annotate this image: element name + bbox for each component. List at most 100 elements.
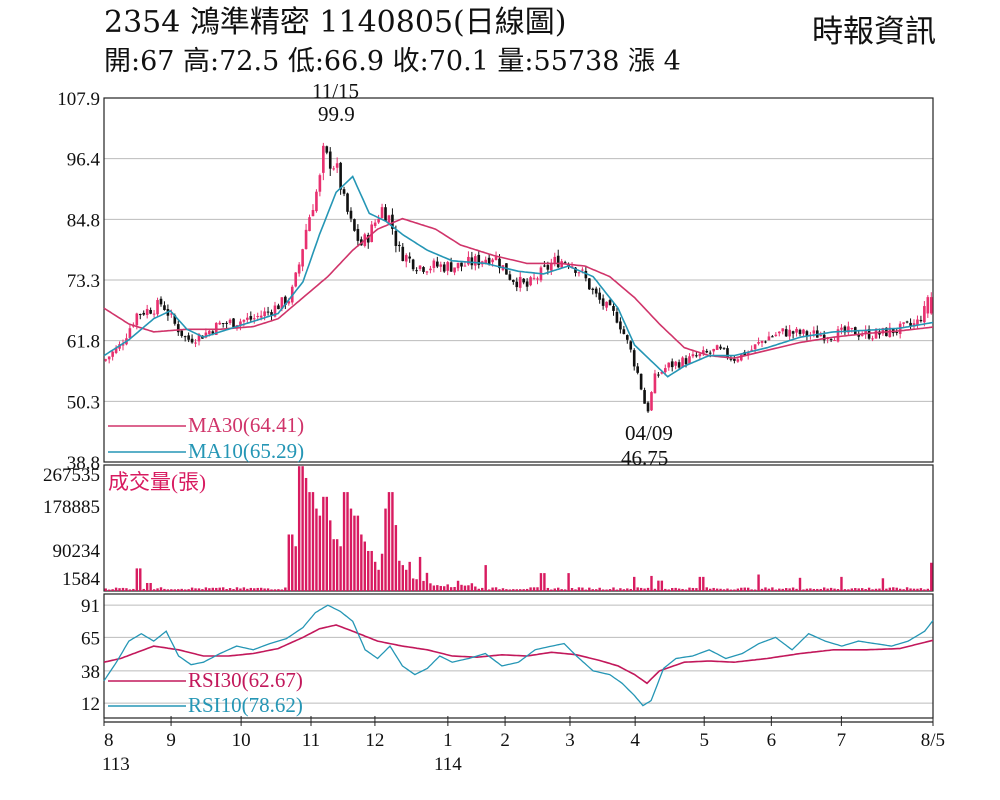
volume-bar	[577, 587, 581, 591]
x-tick-label: 6	[767, 730, 777, 751]
candle-body	[173, 315, 177, 324]
volume-bar	[373, 561, 377, 591]
candle-body	[833, 340, 836, 342]
candle-body	[197, 334, 201, 342]
candle-body	[515, 281, 519, 288]
volume-bar	[525, 588, 529, 591]
candle-body	[349, 210, 353, 219]
candle-body	[705, 350, 709, 353]
volume-tick-label: 178885	[43, 497, 100, 518]
candle-body	[332, 168, 336, 170]
candle-body	[791, 331, 795, 334]
candle-body	[311, 210, 315, 217]
candle-body	[353, 219, 356, 231]
candle-body	[221, 323, 225, 325]
candle-body	[170, 313, 173, 315]
x-tick-sublabel: 113	[102, 754, 130, 775]
candle-body	[508, 274, 512, 280]
candle-body	[591, 288, 595, 290]
candle-body	[187, 335, 190, 340]
volume-bar	[612, 587, 615, 591]
x-tick-label: 3	[565, 730, 575, 751]
volume-bar	[816, 588, 819, 591]
volume-bar	[850, 588, 854, 591]
candle-body	[556, 255, 560, 268]
volume-bar	[405, 569, 408, 591]
volume-bar	[183, 589, 187, 591]
candle-body	[729, 358, 733, 360]
candle-body	[919, 319, 923, 322]
volume-bar	[118, 588, 121, 591]
volume-bar	[874, 588, 878, 591]
volume-bar	[771, 587, 774, 591]
candle-body	[805, 331, 809, 337]
volume-bar	[532, 587, 536, 591]
candle-body	[342, 189, 346, 194]
candle-body	[156, 300, 159, 315]
candle-body	[850, 327, 854, 329]
volume-bar	[318, 515, 322, 591]
volume-bar	[284, 587, 287, 591]
x-tick-label: 5	[699, 730, 709, 751]
volume-bar	[660, 580, 664, 591]
price-tick-label: 50.3	[67, 392, 100, 413]
volume-bar	[588, 587, 591, 591]
volume-bar	[149, 582, 152, 591]
volume-bar	[643, 588, 646, 591]
candle-body	[733, 358, 736, 361]
candle-body	[408, 256, 412, 259]
candle-body	[726, 348, 729, 358]
candle-body	[301, 249, 304, 267]
candle-body	[474, 256, 477, 266]
volume-bar	[301, 466, 304, 591]
price-tick-label: 107.9	[57, 89, 100, 110]
candle-body	[391, 214, 394, 229]
volume-bar	[446, 584, 449, 591]
candle-body	[753, 344, 757, 350]
x-tick-label: 8	[104, 730, 114, 751]
volume-bar	[508, 589, 512, 591]
volume-bar	[671, 588, 674, 591]
volume-bar	[819, 588, 822, 591]
volume-bar	[277, 589, 280, 591]
candle-body	[398, 244, 401, 247]
price-tick-label: 61.8	[67, 332, 100, 353]
volume-bar	[923, 589, 926, 591]
candle-body	[926, 297, 930, 314]
candle-body	[601, 298, 605, 306]
panel-border	[103, 464, 934, 592]
volume-bar	[729, 589, 733, 591]
volume-bar	[926, 588, 930, 591]
volume-bar	[715, 588, 719, 591]
low-value-label: 46.75	[621, 446, 668, 470]
candle-body	[719, 346, 722, 349]
x-tick-sublabel: 114	[434, 754, 462, 775]
volume-bar	[456, 580, 460, 591]
volume-bar	[180, 588, 183, 591]
candle-body	[287, 301, 291, 304]
price-tick-label: 96.4	[67, 150, 101, 171]
volume-bar	[221, 587, 225, 591]
candle-body	[152, 313, 156, 315]
volume-bar	[156, 588, 159, 591]
volume-bar	[550, 589, 553, 591]
candle-body	[242, 319, 246, 322]
rsi30-path	[103, 624, 934, 685]
price-tick-label: 73.3	[67, 271, 100, 292]
volume-bar	[360, 534, 363, 591]
volume-bar	[432, 585, 436, 591]
candle-body	[587, 278, 591, 290]
candle-body	[615, 311, 619, 323]
volume-bar	[266, 588, 270, 591]
volume-bar	[529, 587, 532, 591]
volume-bar	[608, 589, 612, 591]
candle-body	[788, 329, 791, 337]
candle-body	[781, 328, 785, 332]
x-tick-label: 7	[837, 730, 847, 751]
volume-bar	[864, 589, 867, 591]
volume-bar	[256, 587, 259, 591]
candle-body	[263, 311, 266, 317]
x-tick-label: 2	[500, 730, 510, 751]
ma10-legend: MA10(65.29)	[188, 439, 304, 463]
